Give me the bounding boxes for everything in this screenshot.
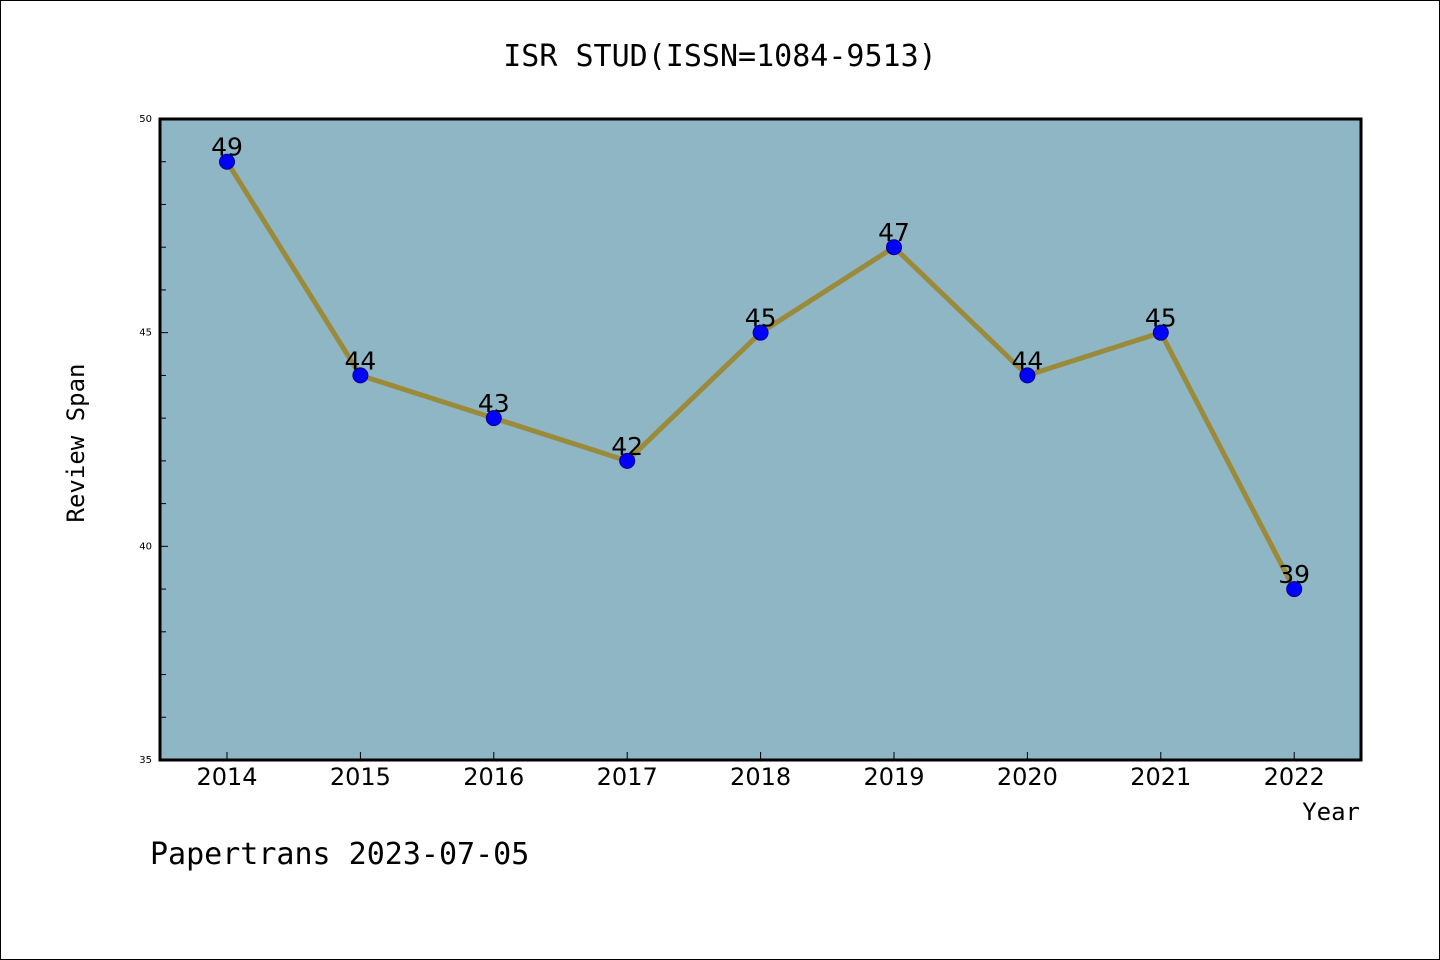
data-point — [1286, 581, 1303, 598]
y-tick-label: 35 — [139, 755, 152, 766]
data-label: 43 — [478, 389, 510, 418]
footer-stamp: Papertrans 2023-07-05 — [150, 837, 529, 872]
x-tick-label: 2015 — [330, 763, 391, 791]
data-point — [485, 410, 502, 427]
data-label: 45 — [745, 304, 777, 333]
data-label: 44 — [1011, 346, 1043, 375]
data-point — [352, 367, 369, 384]
y-tick-label: 40 — [139, 541, 152, 552]
data-point — [1019, 367, 1036, 384]
series-layer: 49 44 43 42 45 47 44 45 39 — [211, 133, 1310, 598]
chart-title: ISR STUD(ISSN=1084-9513) — [503, 39, 936, 74]
data-label: 39 — [1278, 560, 1310, 589]
x-tick-label: 2021 — [1130, 763, 1191, 791]
y-axis-label: Review Span — [62, 364, 90, 523]
x-axis-label: Year — [1302, 798, 1360, 826]
data-point — [752, 324, 769, 341]
data-label: 45 — [1145, 304, 1177, 333]
data-point — [619, 452, 636, 469]
y-tick-label: 45 — [139, 328, 152, 339]
x-tick-label: 2018 — [730, 763, 791, 791]
x-tick-label: 2017 — [597, 763, 658, 791]
data-label: 44 — [344, 346, 376, 375]
data-point — [886, 239, 902, 256]
x-tick-label: 2020 — [997, 763, 1058, 791]
data-point — [1152, 324, 1169, 341]
x-tick-label: 2019 — [863, 763, 924, 791]
data-label: 49 — [211, 133, 243, 162]
data-label: 47 — [878, 218, 910, 247]
plot-area — [158, 117, 1363, 762]
y-axis-ticks: 35 40 45 50 — [139, 114, 168, 766]
x-tick-label: 2016 — [463, 763, 524, 791]
data-point — [219, 153, 235, 170]
x-axis-ticks: 2014 2015 2016 2017 2018 2019 2020 2021 2022 — [196, 752, 1325, 791]
data-label: 42 — [611, 432, 643, 461]
x-tick-label: 2022 — [1264, 763, 1325, 791]
y-tick-label: 50 — [139, 114, 152, 125]
x-tick-label: 2014 — [196, 763, 257, 791]
